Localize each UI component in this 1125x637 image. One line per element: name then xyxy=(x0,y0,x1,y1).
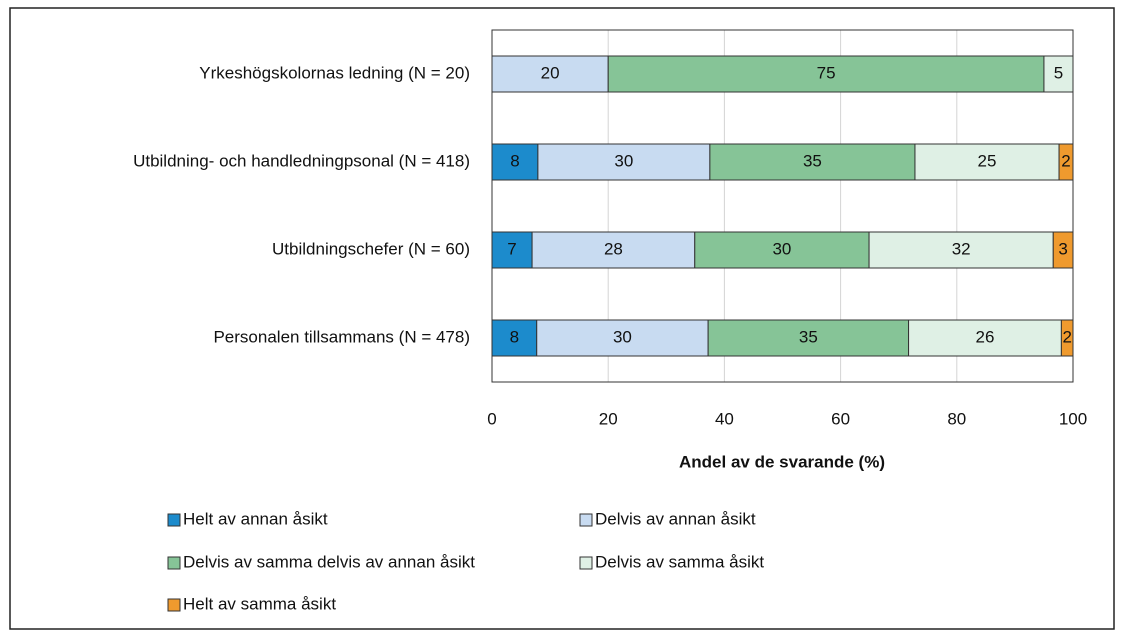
data-label: 26 xyxy=(976,327,995,346)
bar-segment xyxy=(1058,143,1074,181)
legend-label: Delvis av annan åsikt xyxy=(595,509,756,528)
data-label: 5 xyxy=(1054,63,1063,82)
bar-segment xyxy=(607,55,1045,93)
bar-segment xyxy=(531,231,696,269)
legend-swatch xyxy=(167,513,181,527)
legend-label: Helt av samma åsikt xyxy=(183,594,336,613)
data-label: 2 xyxy=(1062,327,1071,346)
bar-segment xyxy=(491,231,533,269)
y-tick-label: Personalen tillsammans (N = 478) xyxy=(213,327,470,346)
bar-segment xyxy=(694,231,870,269)
data-label: 25 xyxy=(978,151,997,170)
data-label: 8 xyxy=(510,327,519,346)
bar-segment xyxy=(1060,319,1074,357)
x-tick-label: 20 xyxy=(599,409,618,428)
x-tick-label: 60 xyxy=(831,409,850,428)
bar-segment xyxy=(709,143,916,181)
data-label: 7 xyxy=(507,239,516,258)
x-axis-title: Andel av de svarande (%) xyxy=(679,452,885,471)
legend-swatch xyxy=(167,556,181,570)
bar-segment xyxy=(1043,55,1074,93)
data-label: 20 xyxy=(541,63,560,82)
plot-border xyxy=(491,29,1074,383)
bar-segment xyxy=(908,319,1062,357)
bar-segment xyxy=(914,143,1060,181)
chart-border xyxy=(9,7,1115,630)
data-label: 30 xyxy=(613,327,632,346)
bar-segment xyxy=(537,143,711,181)
data-label: 75 xyxy=(817,63,836,82)
data-label: 2 xyxy=(1061,151,1070,170)
bar-segment xyxy=(491,55,609,93)
bar-segment xyxy=(1052,231,1074,269)
x-tick-label: 100 xyxy=(1059,409,1087,428)
legend-swatch xyxy=(167,598,181,612)
bar-segment xyxy=(491,143,539,181)
data-label: 32 xyxy=(952,239,971,258)
legend-label: Helt av annan åsikt xyxy=(183,509,328,528)
data-label: 28 xyxy=(604,239,623,258)
data-label: 30 xyxy=(772,239,791,258)
data-label: 8 xyxy=(510,151,519,170)
legend-label: Delvis av samma delvis av annan åsikt xyxy=(183,552,475,571)
x-tick-label: 80 xyxy=(947,409,966,428)
x-tick-label: 0 xyxy=(487,409,496,428)
bar-segment xyxy=(536,319,709,357)
x-tick-label: 40 xyxy=(715,409,734,428)
data-label: 35 xyxy=(803,151,822,170)
y-tick-label: Yrkeshögskolornas ledning (N = 20) xyxy=(199,63,470,82)
bar-segment xyxy=(707,319,910,357)
y-tick-label: Utbildningschefer (N = 60) xyxy=(272,239,470,258)
data-label: 3 xyxy=(1058,239,1067,258)
legend-swatch xyxy=(579,556,593,570)
data-label: 30 xyxy=(614,151,633,170)
legend-label: Delvis av samma åsikt xyxy=(595,552,764,571)
legend-swatch xyxy=(579,513,593,527)
data-label: 35 xyxy=(799,327,818,346)
bar-segment xyxy=(491,319,538,357)
y-tick-label: Utbildning- och handledningpsonal (N = 4… xyxy=(133,151,470,170)
bar-segment xyxy=(868,231,1054,269)
